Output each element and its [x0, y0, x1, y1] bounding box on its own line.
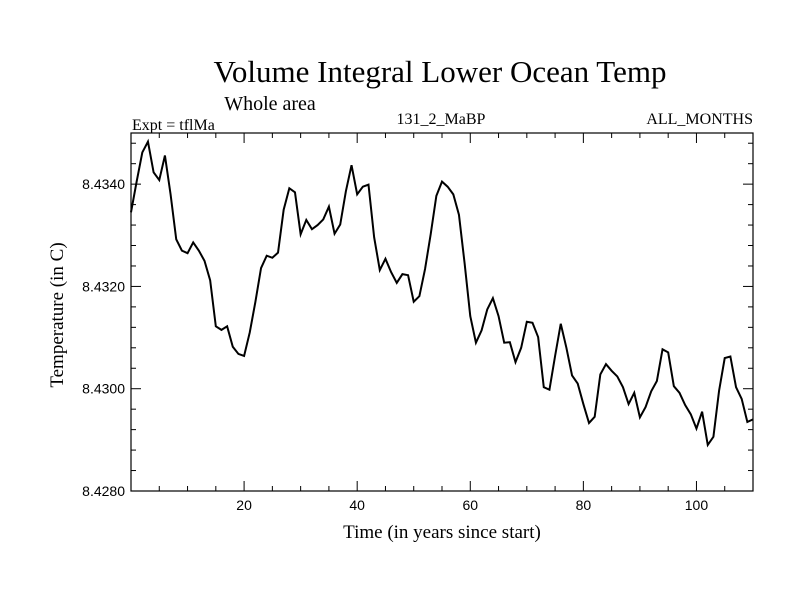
axis-tick-labels: 20 40 60 80 100 8.4280 8.4300 8.4320 8.4340	[82, 176, 708, 513]
plot-area	[130, 132, 754, 492]
y-axis-label: Temperature (in C)	[47, 242, 68, 387]
y-tick-label: 8.4280	[82, 483, 125, 499]
axis-ticks	[131, 133, 753, 492]
x-tick-label: 20	[236, 497, 252, 513]
y-tick-label: 8.4320	[82, 278, 125, 294]
x-tick-label: 80	[576, 497, 592, 513]
x-tick-label: 60	[462, 497, 478, 513]
x-tick-label: 100	[685, 497, 709, 513]
y-tick-label: 8.4300	[82, 381, 125, 397]
x-axis-label: Time (in years since start)	[343, 522, 541, 543]
experiment-label: Expt = tflMa	[132, 117, 215, 134]
run-label: 131_2_MaBP	[397, 111, 486, 128]
y-tick-label: 8.4340	[82, 176, 125, 192]
x-tick-label: 40	[349, 497, 365, 513]
chart-title: Volume Integral Lower Ocean Temp	[214, 54, 667, 89]
series-line-temperature	[130, 138, 754, 448]
chart-subtitle: Whole area	[224, 93, 316, 115]
months-label: ALL_MONTHS	[646, 111, 753, 128]
